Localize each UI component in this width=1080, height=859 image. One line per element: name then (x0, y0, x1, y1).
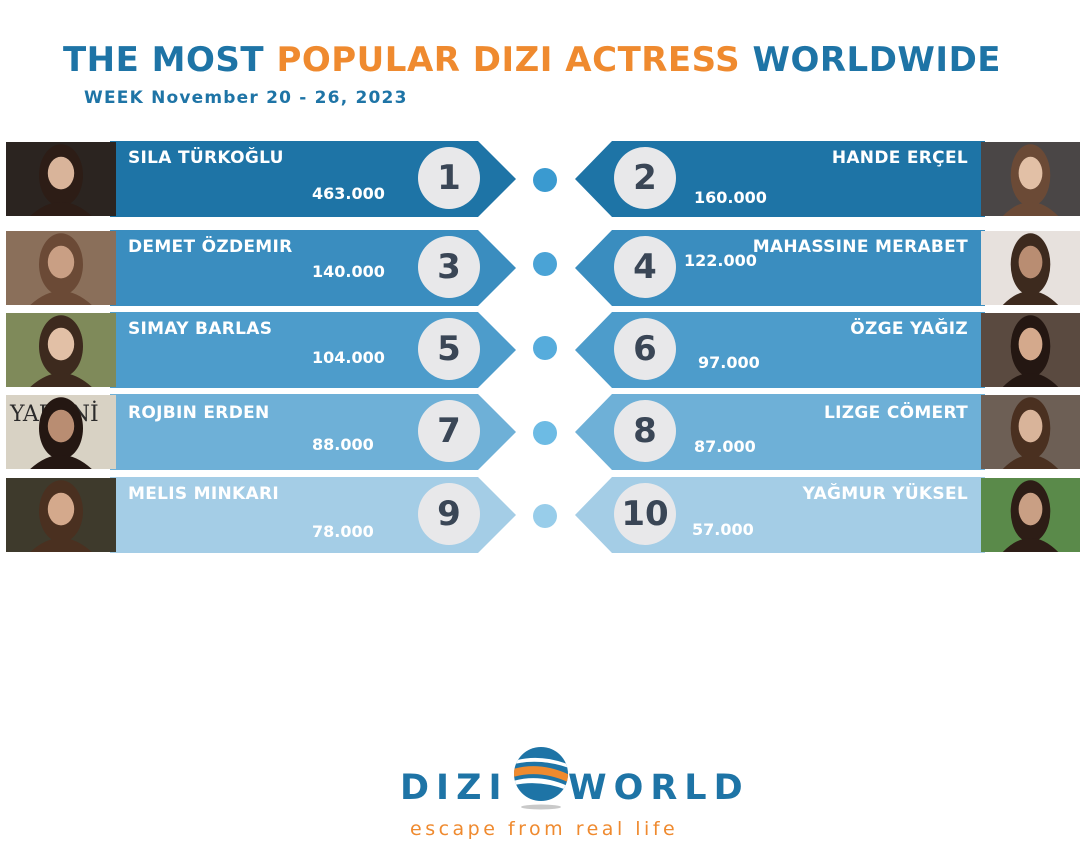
score-right: 160.000 (694, 188, 767, 207)
rank-badge-left: 3 (418, 236, 480, 298)
separator-dot (533, 504, 557, 528)
score-left: 463.000 (312, 184, 385, 203)
separator-dot (533, 252, 557, 276)
actress-name-left: ROJBIN ERDEN (128, 403, 270, 423)
actress-name-left: MELIS MINKARI (128, 484, 279, 504)
ranking-band (110, 394, 985, 470)
rank-badge-right: 2 (614, 147, 676, 209)
rank-badge-left: 5 (418, 318, 480, 380)
actress-photo-left (6, 231, 116, 305)
ranking-row: DEMET ÖZDEMIR 140.000 3 4 MAHASSINE MERA… (0, 229, 1080, 309)
week-subtitle: WEEK November 20 - 26, 2023 (84, 88, 408, 108)
ranking-band (110, 312, 985, 388)
rank-badge-right: 6 (614, 318, 676, 380)
actress-photo-right (981, 142, 1080, 216)
tagline: escape from real life (410, 818, 679, 840)
actress-name-right: MAHASSINE MERABET (752, 237, 968, 257)
ranking-row: SIMAY BARLAS 104.000 5 6 ÖZGE YAĞIZ 97.0… (0, 311, 1080, 391)
actress-photo-right (981, 478, 1080, 552)
actress-photo-right (981, 395, 1080, 469)
separator-dot (533, 168, 557, 192)
ranking-band (110, 141, 985, 217)
score-left: 78.000 (312, 522, 374, 541)
separator-dot (533, 336, 557, 360)
actress-name-right: LIZGE CÖMERT (824, 403, 968, 423)
actress-photo-left (6, 142, 116, 216)
actress-photo-left: YABANİ (6, 395, 116, 469)
rank-badge-left: 7 (418, 400, 480, 462)
rank-badge-right: 4 (614, 236, 676, 298)
globe-swoosh-icon (514, 747, 568, 810)
score-right: 122.000 (684, 251, 757, 270)
page-title: THE MOST POPULAR DIZI ACTRESS WORLDWIDE (0, 40, 1064, 80)
actress-photo-left (6, 478, 116, 552)
ranking-row: SILA TÜRKOĞLU 463.000 1 2 HANDE ERÇEL 16… (0, 140, 1080, 220)
ranking-band (110, 230, 985, 306)
ranking-row: MELIS MINKARI 78.000 9 10 YAĞMUR YÜKSEL … (0, 476, 1080, 556)
title-part-1: THE MOST (62, 40, 265, 80)
actress-photo-left (6, 313, 116, 387)
actress-name-left: SILA TÜRKOĞLU (128, 148, 284, 168)
logo-word-left: DIZI (400, 768, 509, 808)
score-right: 57.000 (692, 520, 754, 539)
actress-name-left: DEMET ÖZDEMIR (128, 237, 293, 257)
ranking-band (110, 477, 985, 553)
rank-badge-right: 10 (614, 483, 676, 545)
rank-badge-right: 8 (614, 400, 676, 462)
score-left: 140.000 (312, 262, 385, 281)
actress-photo-right (981, 313, 1080, 387)
actress-name-right: ÖZGE YAĞIZ (850, 319, 968, 339)
logo-word-right: WORLD (568, 768, 750, 808)
title-part-2: POPULAR DIZI ACTRESS (276, 40, 741, 80)
score-left: 104.000 (312, 348, 385, 367)
actress-photo-right (981, 231, 1080, 305)
actress-name-left: SIMAY BARLAS (128, 319, 273, 339)
title-part-3: WORLDWIDE (752, 40, 1002, 80)
score-left: 88.000 (312, 435, 374, 454)
score-right: 87.000 (694, 437, 756, 456)
separator-dot (533, 421, 557, 445)
actress-name-right: HANDE ERÇEL (831, 148, 968, 168)
actress-name-right: YAĞMUR YÜKSEL (802, 484, 968, 504)
rank-badge-left: 1 (418, 147, 480, 209)
score-right: 97.000 (698, 353, 760, 372)
rank-badge-left: 9 (418, 483, 480, 545)
ranking-row: YABANİ ROJBIN ERDEN 88.000 7 8 LIZGE CÖM… (0, 393, 1080, 473)
dizi-world-logo: DIZI WORLD (398, 738, 743, 838)
